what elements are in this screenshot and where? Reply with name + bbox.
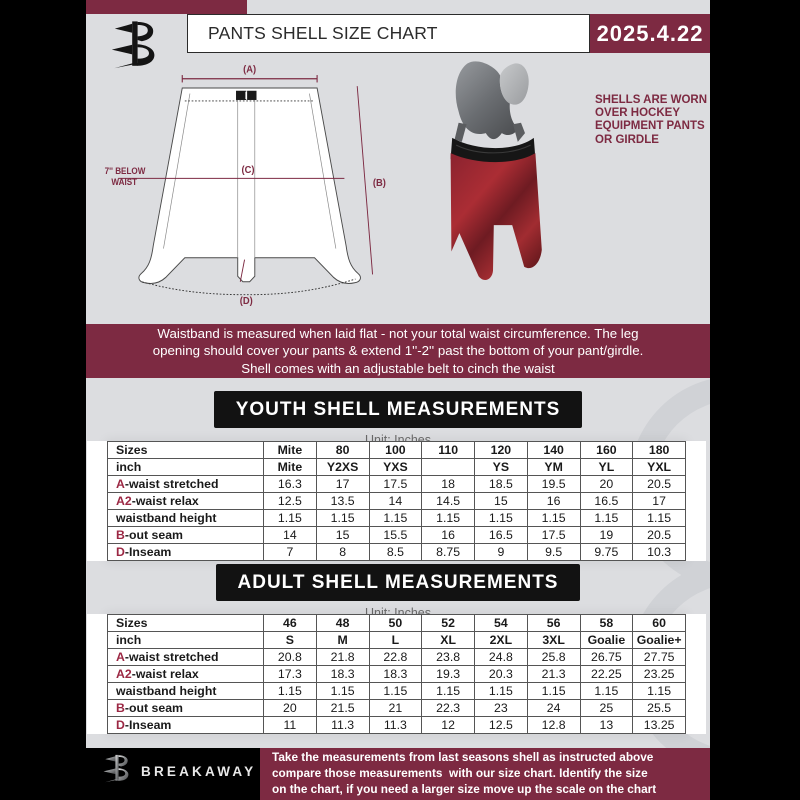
svg-text:WAIST: WAIST [111, 177, 137, 187]
svg-text:7'' BELOW: 7'' BELOW [105, 166, 146, 176]
svg-text:(D): (D) [240, 296, 253, 307]
svg-text:(B): (B) [373, 178, 386, 189]
svg-text:(A): (A) [243, 65, 256, 75]
svg-text:(C): (C) [241, 165, 254, 176]
